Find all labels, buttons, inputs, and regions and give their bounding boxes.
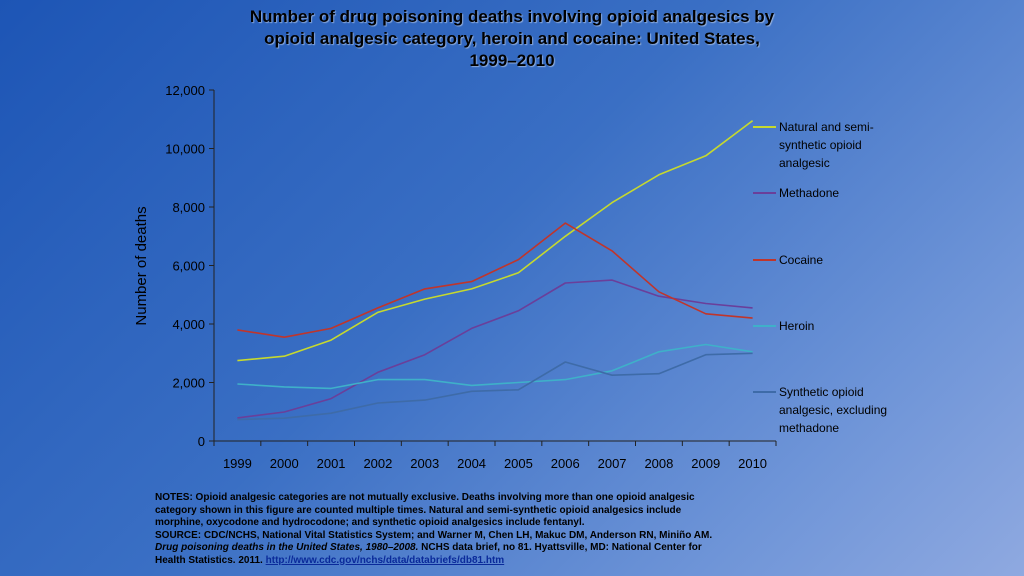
legend-label: analgesic, excluding [779, 403, 887, 417]
source-link[interactable]: http://www.cdc.gov/nchs/data/databriefs/… [265, 554, 505, 566]
legend-label: Synthetic opioid [779, 385, 864, 399]
legend-label: methadone [779, 421, 839, 435]
y-tick-label: 8,000 [172, 200, 205, 215]
x-tick-label: 2000 [270, 456, 299, 471]
source-rest: NCHS data brief, no 81. Hyattsville, MD:… [418, 542, 702, 553]
legend: Natural and semi-synthetic opioid analges… [753, 120, 887, 435]
source-line-1: SOURCE: CDC/NCHS, National Vital Statist… [155, 529, 713, 541]
source-title: Drug poisoning deaths in the United Stat… [155, 542, 419, 553]
series-line-heroin [237, 343, 753, 390]
x-axis: 1999 2000 2001 2002 2003 2004 2005 2006 2007 2008… [213, 440, 777, 471]
title-line-1: Number of drug poisoning deaths involvin… [249, 7, 775, 26]
notes-line-2: category shown in this figure are counte… [155, 504, 682, 516]
series-line-cocaine [237, 222, 753, 339]
legend-label: analgesic [779, 156, 830, 170]
x-tick-label: 2007 [598, 456, 627, 471]
notes-line-1: NOTES: Opioid analgesic categories are n… [155, 492, 695, 503]
title-line-3: 1999–2010 [469, 51, 555, 70]
line-chart: 0 2,000 4,000 6,000 8,000 10,000 12,000 1999 20… [133, 83, 887, 471]
source-line-2: Drug poisoning deaths in the United Stat… [155, 542, 875, 555]
source-org: Health Statistics. 2011. [155, 554, 266, 566]
x-tick-label: 2008 [644, 456, 673, 471]
x-tick-label: 2005 [504, 456, 533, 471]
y-axis-label: Number of deaths [133, 206, 150, 325]
y-tick-label: 6,000 [172, 259, 205, 274]
x-tick-label: 2003 [410, 456, 439, 471]
y-tick-label: 2,000 [172, 376, 205, 391]
source-line-3: Health Statistics. 2011. http://www.cdc.… [155, 555, 875, 568]
series-line-methadone [237, 279, 753, 419]
legend-label: synthetic opioid [779, 138, 862, 152]
y-tick-label: 0 [198, 434, 205, 449]
x-tick-label: 2009 [691, 456, 720, 471]
y-tick-label: 4,000 [172, 317, 205, 332]
x-tick-label: 2006 [551, 456, 580, 471]
legend-label: Natural and semi- [779, 120, 874, 134]
notes-block: NOTES: Opioid analgesic categories are n… [155, 492, 875, 567]
notes-line-3: morphine, oxycodone and hydrocodone; and… [155, 517, 585, 528]
y-tick-label: 12,000 [165, 83, 205, 98]
y-tick-label: 10,000 [165, 142, 205, 157]
x-tick-label: 2010 [738, 456, 767, 471]
legend-label: Heroin [779, 319, 814, 333]
series-line-synthetic-opioid-analgesic-excluding-methadone [237, 352, 753, 421]
x-tick-label: 2004 [457, 456, 486, 471]
chart-title: Number of drug poisoning deaths involvin… [112, 6, 912, 72]
x-tick-label: 2001 [317, 456, 346, 471]
title-line-2: opioid analgesic category, heroin and co… [264, 29, 760, 48]
y-axis: 0 2,000 4,000 6,000 8,000 10,000 12,000 [165, 83, 215, 449]
legend-label: Methadone [779, 186, 839, 200]
series-lines [237, 120, 754, 421]
series-line-natural-and-semi-synthetic-opioid-analgesic [237, 120, 754, 362]
x-tick-label: 2002 [363, 456, 392, 471]
x-tick-label: 1999 [223, 456, 252, 471]
legend-label: Cocaine [779, 253, 823, 267]
